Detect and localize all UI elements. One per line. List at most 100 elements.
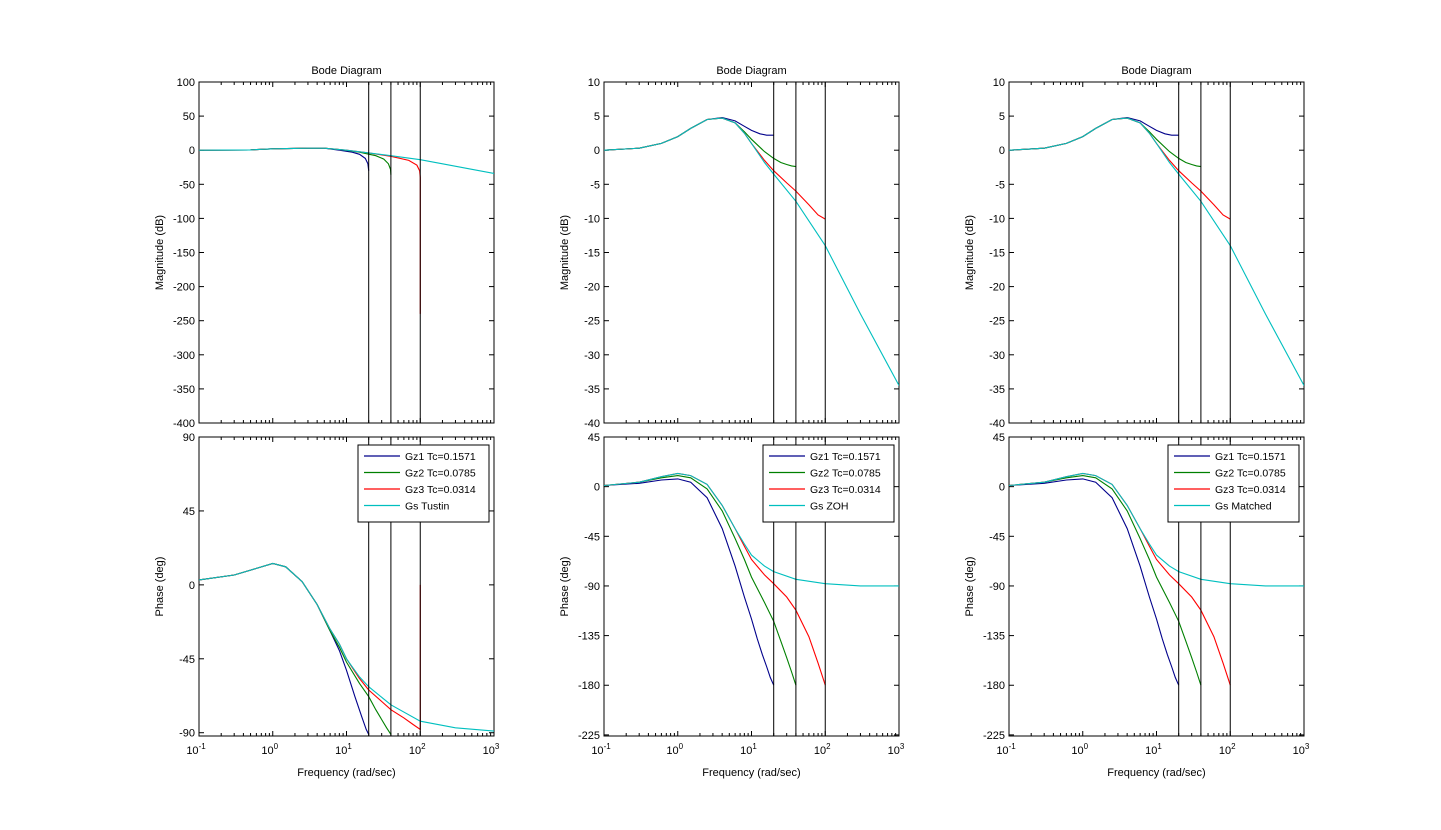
phase-y-tick-label: -45 bbox=[179, 654, 195, 666]
magnitude-y-tick-label: -30 bbox=[584, 350, 600, 362]
magnitude-y-axis-label: Magnitude (dB) bbox=[154, 215, 166, 290]
magnitude-y-tick-label: -20 bbox=[584, 282, 600, 294]
magnitude-y-tick-label: -5 bbox=[995, 179, 1005, 191]
x-tick-label: 103 bbox=[483, 742, 500, 757]
x-tick-label: 102 bbox=[1219, 742, 1236, 757]
phase-y-tick-label: 0 bbox=[189, 580, 195, 592]
magnitude-y-tick-label: -150 bbox=[173, 248, 195, 260]
legend-label-2: Gz2 Tc=0.0785 bbox=[810, 468, 881, 480]
magnitude-y-tick-label: -350 bbox=[173, 384, 195, 396]
phase-y-tick-label: 45 bbox=[183, 506, 195, 518]
magnitude-axes-frame bbox=[198, 81, 495, 424]
phase-y-tick-label: -135 bbox=[983, 631, 1005, 643]
legend-label-3: Gz3 Tc=0.0314 bbox=[405, 484, 476, 496]
magnitude-y-tick-label: -100 bbox=[173, 213, 195, 225]
phase-plot: 10-1 100 101 102 103 45 0 -45 -90 -135 -180 -225 Pha… bbox=[559, 432, 905, 757]
legend-label-2: Gz2 Tc=0.0785 bbox=[405, 468, 476, 480]
magnitude-y-tick-label: -300 bbox=[173, 350, 195, 362]
legend: Gz1 Tc=0.1571 Gz2 Tc=0.0785 Gz3 Tc=0.0314 G… bbox=[357, 444, 490, 523]
phase-y-tick-label: -90 bbox=[989, 581, 1005, 593]
phase-series-line-4 bbox=[604, 472, 899, 587]
phase-y-tick-label: -180 bbox=[578, 680, 600, 692]
x-tick-label: 103 bbox=[888, 742, 905, 757]
phase-y-tick-label: 90 bbox=[183, 432, 195, 444]
phase-series-line-2 bbox=[1009, 475, 1202, 686]
magnitude-y-tick-label: 10 bbox=[993, 77, 1005, 89]
x-tick-label: 10-1 bbox=[186, 742, 206, 757]
magnitude-plot-area bbox=[1009, 116, 1304, 386]
magnitude-y-tick-label: 50 bbox=[183, 111, 195, 123]
legend-box bbox=[357, 444, 490, 523]
magnitude-y-tick-label: 5 bbox=[594, 111, 600, 123]
legend-box bbox=[762, 444, 895, 523]
phase-y-tick-label: -225 bbox=[578, 730, 600, 742]
magnitude-y-tick-label: -200 bbox=[173, 282, 195, 294]
x-axis-label: Frequency (rad/sec) bbox=[297, 767, 395, 779]
legend-label-3: Gz3 Tc=0.0314 bbox=[810, 484, 881, 496]
phase-series-line-1 bbox=[1009, 478, 1180, 686]
magnitude-y-tick-label: -40 bbox=[989, 418, 1005, 430]
x-tick-label: 101 bbox=[335, 742, 352, 757]
phase-y-axis-label: Phase (deg) bbox=[154, 557, 166, 617]
phase-plot-area bbox=[604, 472, 899, 686]
magnitude-y-tick-label: -35 bbox=[584, 384, 600, 396]
magnitude-y-tick-label: -20 bbox=[989, 282, 1005, 294]
phase-plot: 10-1 100 101 102 103 45 0 -45 -90 -135 -180 -225 Pha… bbox=[964, 432, 1310, 757]
magnitude-y-tick-label: -40 bbox=[584, 418, 600, 430]
phase-y-axis-label: Phase (deg) bbox=[964, 557, 976, 617]
phase-plot-area bbox=[1009, 472, 1304, 686]
magnitude-y-tick-label: 100 bbox=[177, 77, 195, 89]
magnitude-plot-area bbox=[604, 116, 899, 386]
phase-y-tick-label: 45 bbox=[993, 432, 1005, 444]
phase-series-line-4 bbox=[1009, 472, 1304, 587]
magnitude-y-tick-label: 5 bbox=[999, 111, 1005, 123]
legend-box bbox=[1167, 444, 1300, 523]
phase-y-tick-label: -90 bbox=[584, 581, 600, 593]
legend-label-1: Gz1 Tc=0.1571 bbox=[1215, 451, 1286, 463]
phase-series-line-4 bbox=[199, 562, 494, 732]
phase-series-line-2 bbox=[604, 475, 797, 686]
phase-plot: 10-1 100 101 102 103 90 45 0 -45 -90 Phase (deg) Gz… bbox=[154, 432, 500, 757]
magnitude-y-tick-label: -5 bbox=[590, 179, 600, 191]
magnitude-series-line-4 bbox=[604, 117, 899, 386]
x-tick-label: 103 bbox=[1293, 742, 1310, 757]
magnitude-y-tick-label: -15 bbox=[584, 248, 600, 260]
legend-label-4: Gs Matched bbox=[1215, 501, 1272, 513]
bode-panel-matched: Bode Diagram 10 5 0 -5 -10 -15 -20 -25 -30 -35 -40 M… bbox=[964, 65, 1310, 779]
legend-label-1: Gz1 Tc=0.1571 bbox=[405, 451, 476, 463]
magnitude-y-tick-label: -50 bbox=[179, 179, 195, 191]
phase-y-tick-label: -45 bbox=[989, 531, 1005, 543]
x-axis-label: Frequency (rad/sec) bbox=[1107, 767, 1205, 779]
x-tick-label: 10-1 bbox=[591, 742, 611, 757]
phase-y-tick-label: 45 bbox=[588, 432, 600, 444]
x-tick-label: 10-1 bbox=[996, 742, 1016, 757]
magnitude-y-tick-label: -30 bbox=[989, 350, 1005, 362]
x-tick-label: 102 bbox=[409, 742, 426, 757]
x-tick-label: 100 bbox=[1071, 742, 1088, 757]
magnitude-y-tick-label: 0 bbox=[594, 145, 600, 157]
phase-y-tick-label: -90 bbox=[179, 728, 195, 740]
magnitude-y-tick-label: 0 bbox=[189, 145, 195, 157]
magnitude-plot: 100 50 0 -50 -100 -150 -200 -250 -300 -350 -400 Mag… bbox=[154, 77, 495, 430]
x-tick-label: 100 bbox=[261, 742, 278, 757]
x-tick-label: 101 bbox=[1145, 742, 1162, 757]
magnitude-y-tick-label: -25 bbox=[584, 316, 600, 328]
magnitude-y-tick-label: -400 bbox=[173, 418, 195, 430]
phase-series-line-1 bbox=[604, 478, 775, 686]
legend-label-2: Gz2 Tc=0.0785 bbox=[1215, 468, 1286, 480]
magnitude-y-tick-label: -10 bbox=[584, 213, 600, 225]
magnitude-axes-frame bbox=[603, 81, 900, 424]
magnitude-plot: 10 5 0 -5 -10 -15 -20 -25 -30 -35 -40 Magnitude (dB… bbox=[964, 77, 1305, 430]
magnitude-y-tick-label: -15 bbox=[989, 248, 1005, 260]
magnitude-series-line-4 bbox=[1009, 117, 1304, 386]
legend-label-4: Gs ZOH bbox=[810, 501, 849, 513]
magnitude-y-tick-label: -10 bbox=[989, 213, 1005, 225]
magnitude-y-tick-label: -25 bbox=[989, 316, 1005, 328]
magnitude-y-axis-label: Magnitude (dB) bbox=[964, 215, 976, 290]
chart-title: Bode Diagram bbox=[311, 65, 381, 77]
x-tick-label: 102 bbox=[814, 742, 831, 757]
magnitude-y-tick-label: -250 bbox=[173, 316, 195, 328]
phase-y-tick-label: -45 bbox=[584, 531, 600, 543]
phase-y-tick-label: -135 bbox=[578, 631, 600, 643]
